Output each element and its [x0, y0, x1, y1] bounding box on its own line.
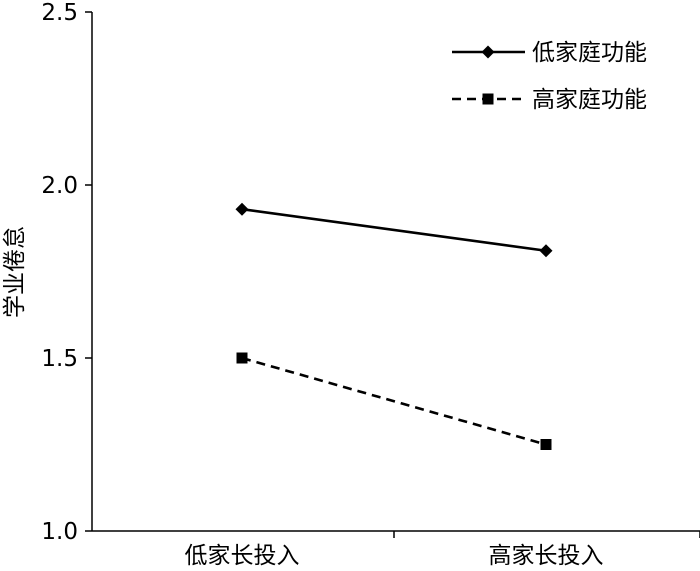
- data-point: [539, 244, 553, 258]
- data-point: [235, 202, 249, 216]
- series-layer: [235, 202, 553, 450]
- y-tick-label: 1.0: [41, 519, 78, 545]
- x-tick-label: 低家长投入: [185, 543, 300, 569]
- y-axis-ticks: 1.0 1.5 2.0 2.5: [41, 0, 92, 545]
- y-axis-label: 学业倦怠: [2, 226, 28, 318]
- series-dashed: [236, 352, 552, 450]
- x-axis-ticks: 低家长投入 高家长投入: [185, 531, 700, 569]
- legend-label: 高家庭功能: [532, 87, 647, 113]
- legend-marker: [482, 93, 494, 105]
- plot-area: [91, 12, 700, 532]
- data-point: [540, 439, 552, 450]
- data-point: [236, 352, 248, 364]
- legend-marker: [481, 45, 495, 59]
- y-tick-label: 1.5: [41, 346, 78, 372]
- y-tick-label: 2.5: [41, 0, 78, 26]
- legend-item: 低家庭功能: [452, 40, 647, 66]
- legend-label: 低家庭功能: [532, 40, 647, 66]
- series-line: [241, 356, 547, 446]
- series-solid: [235, 202, 553, 258]
- series-line: [241, 207, 547, 253]
- x-tick-label: 高家长投入: [489, 543, 604, 569]
- y-tick-label: 2.0: [41, 173, 78, 199]
- legend-item: 高家庭功能: [452, 87, 647, 113]
